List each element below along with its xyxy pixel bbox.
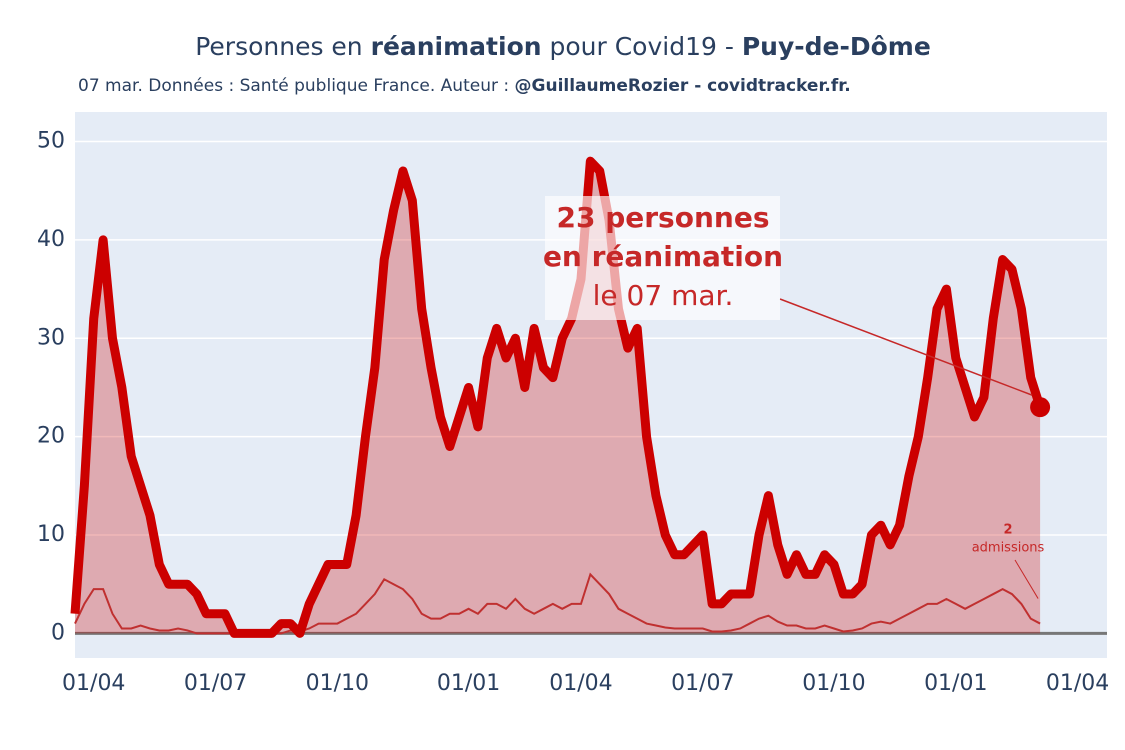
x-tick-label: 01/10 — [306, 671, 369, 696]
x-tick-label: 01/01 — [437, 671, 500, 696]
admissions-annotation: 2 — [1003, 523, 1012, 538]
x-tick-label: 01/01 — [924, 671, 987, 696]
title-part: Puy-de-Dôme — [742, 32, 931, 61]
title-part: Personnes en — [195, 32, 370, 61]
x-tick-label: 01/04 — [62, 671, 125, 696]
x-tick-label: 01/04 — [1046, 671, 1109, 696]
admissions-arrow — [1014, 559, 1039, 599]
annotation-text: 23 personnes — [557, 201, 770, 234]
chart-subtitle: 07 mar. Données : Santé publique France.… — [78, 76, 851, 96]
annotation-arrow — [779, 298, 1033, 396]
last-point — [1030, 397, 1051, 418]
x-tick-label: 01/07 — [184, 671, 247, 696]
subtitle-part: 07 mar. Données : Santé publique France.… — [78, 76, 515, 96]
chart-title: Personnes en réanimation pour Covid19 - … — [195, 32, 931, 61]
x-tick-label: 01/04 — [549, 671, 612, 696]
x-tick-label: 01/10 — [802, 671, 865, 696]
area — [75, 161, 1041, 634]
annotation-text: le 07 mar. — [593, 279, 734, 312]
y-tick-label: 20 — [37, 424, 65, 449]
annotation-text: en réanimation — [543, 240, 783, 273]
title-part: réanimation — [371, 32, 542, 61]
admissions-annotation: admissions — [972, 541, 1045, 556]
y-tick-label: 50 — [37, 129, 65, 154]
y-tick-label: 0 — [51, 620, 65, 645]
title-part: pour Covid19 - — [542, 32, 742, 61]
y-tick-label: 40 — [37, 227, 65, 252]
annotation-box — [545, 196, 780, 320]
subtitle-part: @GuillaumeRozier - covidtracker.fr. — [515, 76, 851, 96]
y-tick-label: 10 — [37, 522, 65, 547]
y-tick-label: 30 — [37, 325, 65, 350]
reanimation-line — [70, 156, 1045, 638]
x-tick-label: 01/07 — [671, 671, 734, 696]
